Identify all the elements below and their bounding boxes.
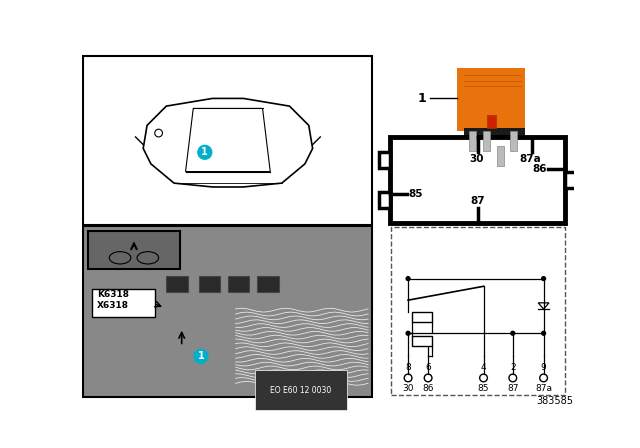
FancyBboxPatch shape: [92, 289, 155, 317]
Text: 1: 1: [202, 147, 208, 157]
Text: 87: 87: [507, 384, 518, 393]
Text: 383585: 383585: [536, 396, 573, 406]
Bar: [509, 131, 516, 151]
Text: 87a: 87a: [535, 384, 552, 393]
Text: 85: 85: [408, 189, 422, 199]
Text: X6318: X6318: [97, 301, 129, 310]
Bar: [497, 146, 504, 166]
Circle shape: [541, 277, 545, 280]
Text: 1: 1: [198, 351, 204, 362]
Bar: [198, 276, 220, 293]
Circle shape: [194, 349, 208, 363]
Bar: [463, 128, 525, 145]
Bar: [486, 115, 496, 128]
Circle shape: [198, 146, 212, 159]
Bar: [469, 131, 476, 151]
Bar: [391, 227, 565, 395]
Circle shape: [406, 332, 410, 335]
Bar: [483, 131, 490, 151]
Text: 1: 1: [418, 92, 427, 105]
Bar: [228, 276, 250, 293]
Circle shape: [511, 332, 515, 335]
Text: 86: 86: [422, 384, 434, 393]
Bar: [166, 276, 188, 293]
Text: 2: 2: [510, 363, 516, 372]
Circle shape: [406, 277, 410, 280]
Bar: [412, 312, 432, 322]
Bar: [458, 68, 525, 131]
Bar: [379, 152, 390, 168]
Text: 9: 9: [541, 363, 547, 372]
Text: 4: 4: [481, 363, 486, 372]
Text: 6: 6: [425, 363, 431, 372]
Bar: [83, 56, 372, 225]
Text: 8: 8: [405, 363, 411, 372]
Text: 87: 87: [471, 196, 486, 206]
Text: EO E60 12 0030: EO E60 12 0030: [271, 386, 332, 395]
Text: 86: 86: [532, 164, 547, 174]
Circle shape: [541, 332, 545, 335]
Text: 30: 30: [403, 384, 414, 393]
Text: 85: 85: [478, 384, 490, 393]
Bar: [390, 137, 565, 223]
Text: 30: 30: [469, 154, 484, 164]
Bar: [83, 226, 372, 397]
Bar: [565, 172, 576, 188]
Bar: [379, 192, 390, 208]
Bar: [412, 336, 432, 345]
Bar: [88, 231, 180, 269]
Bar: [257, 276, 279, 293]
Text: K6318: K6318: [97, 290, 129, 299]
Text: 87a: 87a: [520, 154, 541, 164]
